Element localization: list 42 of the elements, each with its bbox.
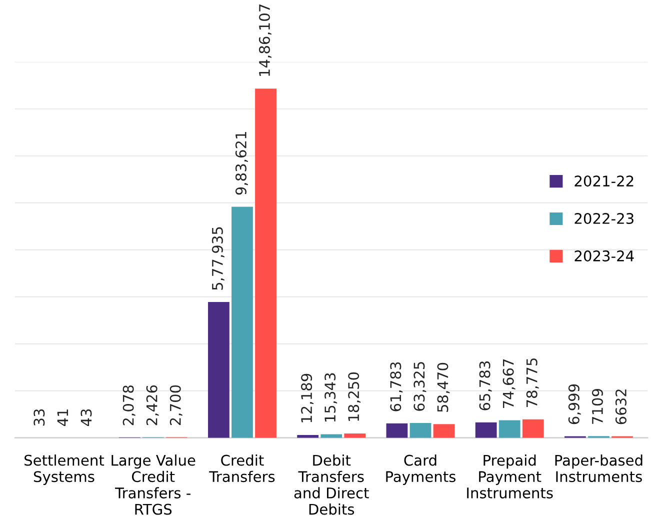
data-label: 41 (57, 410, 68, 426)
data-label: 33 (34, 409, 45, 426)
legend-label: 2022-23 (574, 212, 634, 224)
data-label: 74,667 (502, 359, 516, 408)
bar (208, 302, 230, 438)
x-tick-label: Credit Transfers (209, 454, 275, 482)
data-label: 63,325 (414, 362, 426, 411)
x-tick-label: Card Payments (386, 454, 456, 485)
data-label: 5,77,935 (212, 227, 224, 290)
data-label: 2,426 (146, 385, 159, 426)
data-label: 43 (80, 409, 92, 426)
data-label: 18,250 (348, 372, 361, 421)
bar (410, 422, 432, 438)
bar (320, 434, 342, 438)
x-tick-label: Settlement Systems (24, 454, 104, 485)
legend-label: 2023-24 (574, 250, 634, 262)
data-label: 9,83,621 (235, 132, 248, 195)
data-label: 61,783 (390, 362, 403, 412)
data-label: 65,783 (479, 361, 492, 410)
data-label: 78,775 (526, 358, 539, 408)
bar (344, 434, 366, 438)
x-tick-label: Large Value Credit Transfers - RTGS (112, 454, 196, 515)
bar (255, 88, 276, 438)
data-label: 2,700 (170, 385, 182, 426)
data-label: 6632 (615, 390, 626, 424)
legend-label: 2021-22 (574, 176, 634, 187)
bar (232, 206, 253, 438)
bar (475, 422, 497, 438)
x-tick-label: Debit Transfers and Direct Debits (294, 454, 369, 515)
bar (386, 423, 408, 438)
bar (498, 420, 520, 438)
x-tick-label: Paper-based Instruments (555, 454, 642, 482)
data-label: 15,343 (324, 373, 338, 422)
bar (433, 424, 455, 438)
data-label: 58,470 (437, 362, 450, 412)
data-label: 12,189 (301, 374, 314, 422)
data-label: 2,078 (122, 385, 136, 426)
bar (522, 419, 544, 438)
data-label: 6,999 (568, 384, 581, 424)
data-label: 14,86,107 (258, 4, 272, 76)
x-tick-label: Prepaid Payment Instruments (467, 454, 553, 498)
data-label: 7109 (592, 388, 603, 424)
